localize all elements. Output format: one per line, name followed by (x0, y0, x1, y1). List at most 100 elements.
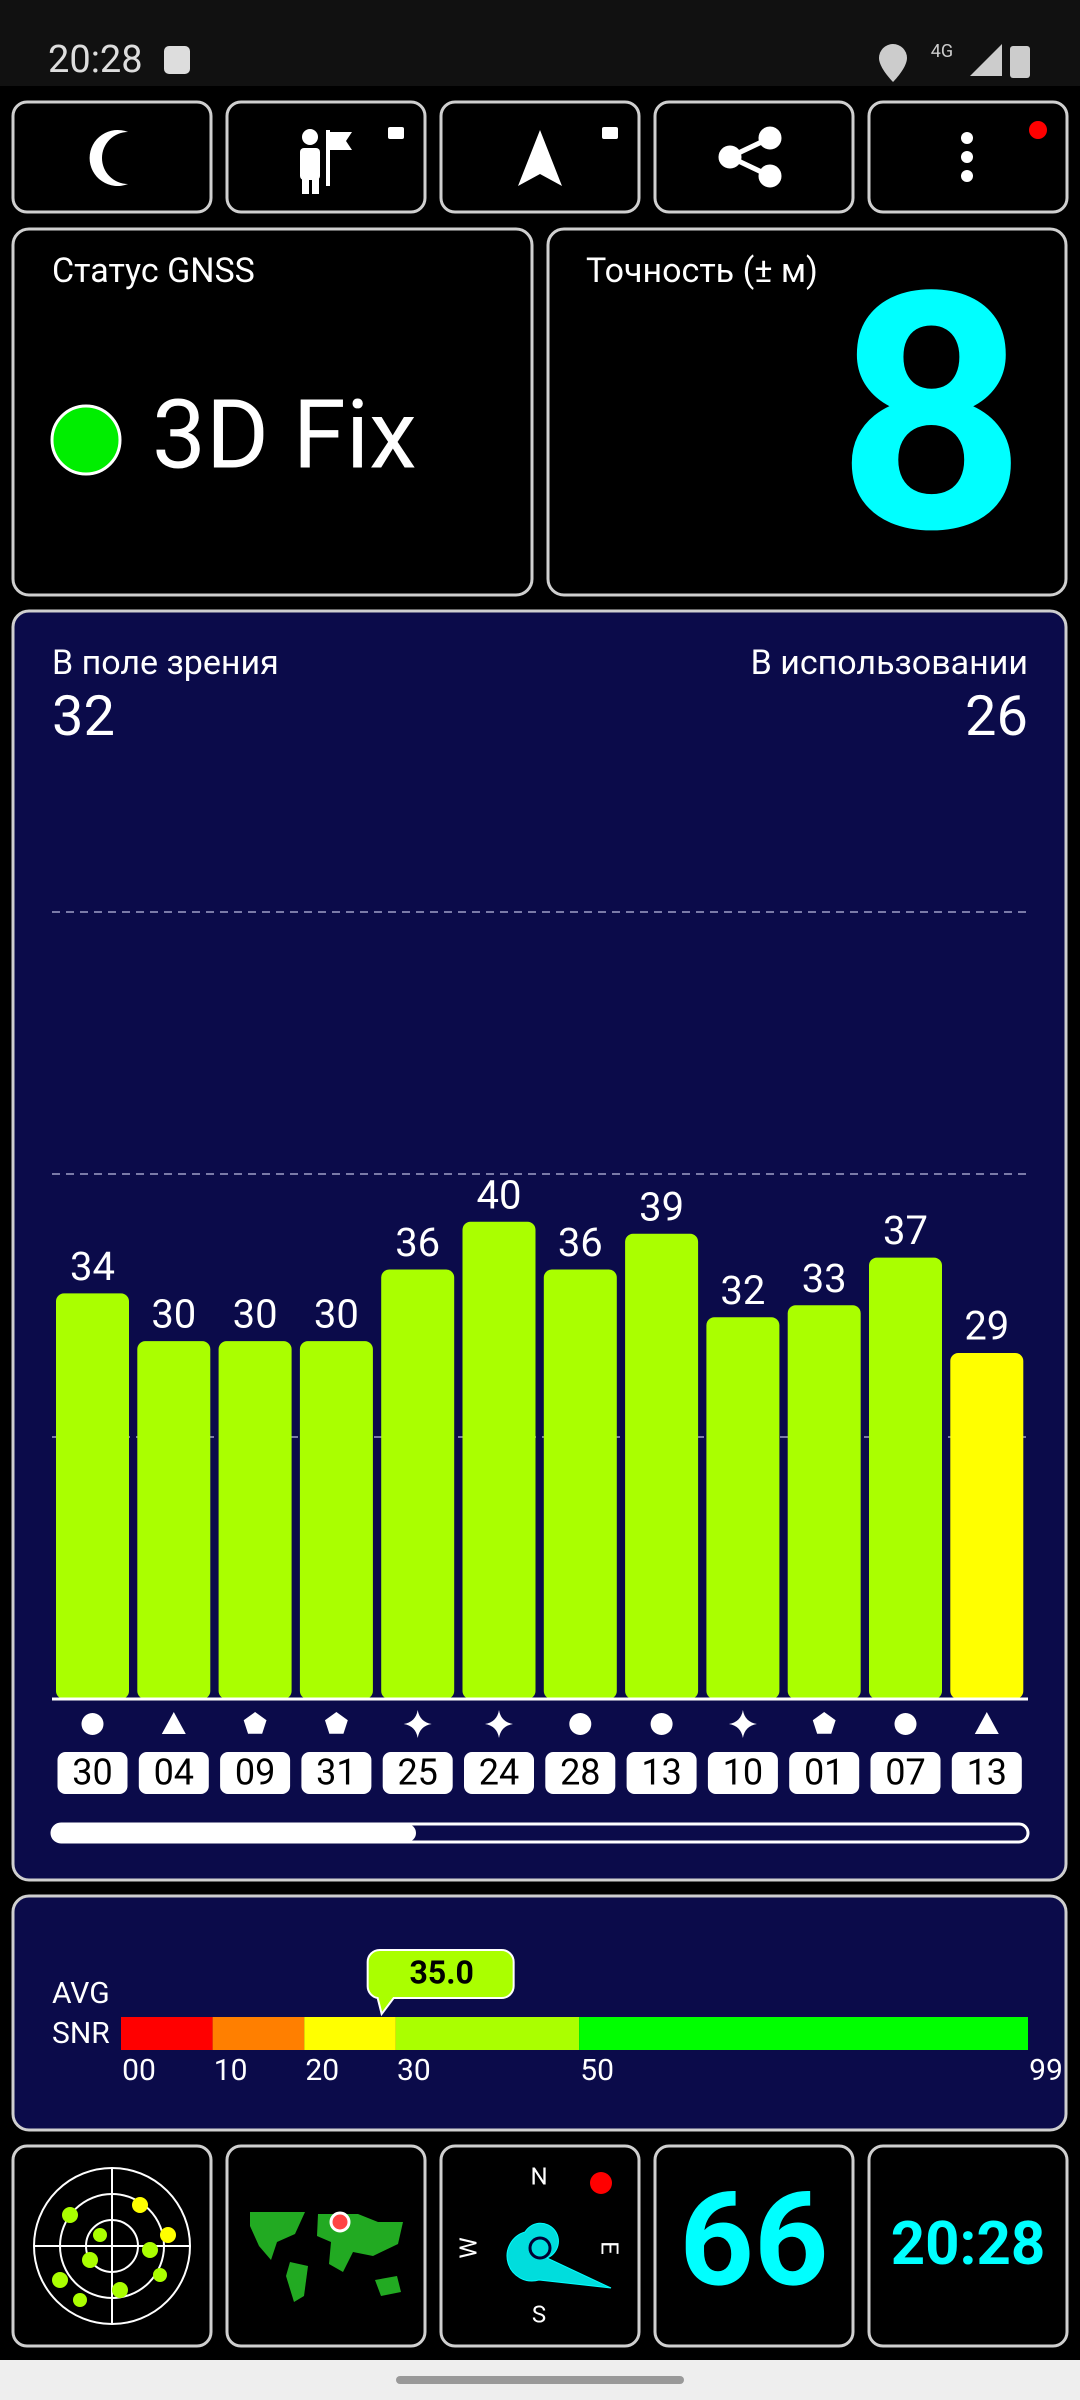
satellite-id: 30 (72, 1752, 112, 1794)
snr-value-label: 40 (477, 1171, 522, 1218)
snr-bar (787, 1305, 861, 1699)
fix-indicator (50, 404, 122, 476)
satellite-id: 07 (885, 1752, 925, 1794)
snr-value-label: 37 (883, 1207, 928, 1254)
accuracy-panel (546, 227, 1068, 597)
snr-value-label: 33 (802, 1255, 847, 1302)
snr-value-label: 34 (70, 1243, 115, 1290)
snr-bar (869, 1257, 942, 1699)
bars: 34 30 30 04 30 09 30 31 36 25 40 24 36 28 39 13 32 10 33 01… (56, 1171, 1024, 1794)
snr-tick-label: 30 (397, 2053, 431, 2088)
gnss-status-label: Статус GNSS (52, 251, 255, 291)
snr-bar (381, 1269, 455, 1699)
snr-scale-segment (579, 2017, 1028, 2050)
satellite-id-box (138, 1752, 209, 1794)
snr-bar (706, 1317, 780, 1699)
constellation-symbol (485, 1710, 513, 1738)
satellite-id: 10 (723, 1752, 763, 1794)
snr-scale-segment (121, 2017, 213, 2050)
satellite-id-box (545, 1752, 616, 1794)
satellite-id: 09 (235, 1752, 275, 1794)
share-button[interactable] (653, 100, 855, 214)
constellation-symbol (161, 1712, 186, 1734)
clock-widget[interactable] (867, 2144, 1069, 2348)
guide-icon (300, 127, 404, 194)
map-icon (250, 2211, 403, 2302)
satellite-id-box (951, 1752, 1022, 1794)
snr-bar (56, 1293, 129, 1699)
satellite-id-box (626, 1752, 697, 1794)
constellation-symbol (974, 1712, 999, 1734)
compass-west: W (454, 2237, 482, 2258)
snr-value-label: 32 (720, 1267, 765, 1314)
snr-bar (543, 1269, 617, 1699)
snr-value-label: 36 (395, 1219, 440, 1266)
snr-value-label: 30 (233, 1291, 278, 1338)
radar-icon (33, 2167, 191, 2325)
satellite-id-box (870, 1752, 941, 1794)
snr-bar (625, 1233, 699, 1699)
compass-north: N (530, 2162, 547, 2190)
constellation-symbol (324, 1712, 348, 1734)
compass-south: S (532, 2300, 546, 2328)
share-icon (718, 126, 782, 188)
snr-scale: 00 10 20 30 50 99 35.0 (121, 1949, 1063, 2088)
scroll-thumb[interactable] (52, 1824, 416, 1842)
speed-widget[interactable] (653, 2144, 855, 2348)
snr-value-label: 30 (314, 1291, 359, 1338)
status-time: 20:28 (48, 38, 143, 82)
satellite-id: 25 (397, 1752, 437, 1794)
satellite-id-box (301, 1752, 372, 1794)
snr-bar (299, 1341, 373, 1699)
snr-tick-label: 20 (305, 2053, 339, 2088)
speed-value: 66 (679, 2163, 828, 2316)
toolbar (11, 100, 1069, 214)
satellite-id-box (789, 1752, 860, 1794)
satellite-id-box (220, 1752, 291, 1794)
snr-scale-segment (395, 2017, 580, 2050)
snr-average-marker (366, 1949, 515, 2017)
constellation-symbol (650, 1713, 673, 1735)
satellite-id-box (57, 1752, 128, 1794)
accuracy-value: 8 (837, 221, 1026, 608)
gnss-status-value: 3D Fix (152, 379, 417, 491)
constellation-symbol (812, 1712, 836, 1734)
menu-icon (961, 132, 973, 182)
compass-center (528, 2236, 552, 2260)
snr-tick-label: 10 (214, 2053, 248, 2088)
satellite-id: 13 (641, 1752, 681, 1794)
in-view-label: В поле зрения (52, 643, 279, 683)
network-type: 4G (931, 41, 953, 62)
navigation-icon (518, 127, 618, 186)
satellite-id: 31 (316, 1752, 356, 1794)
constellation-symbol (894, 1713, 917, 1735)
snr-value-label: 36 (558, 1219, 603, 1266)
constellation-symbol (81, 1713, 104, 1735)
snr-label: SNR (52, 2016, 110, 2051)
snr-scale-segment (212, 2017, 305, 2050)
night-mode-button[interactable] (11, 100, 213, 214)
grid (52, 911, 1028, 1438)
status-icon (164, 46, 190, 74)
satellite-id-box (707, 1752, 778, 1794)
satellite-id: 01 (804, 1752, 844, 1794)
snr-average-value: 35.0 (409, 1953, 473, 1991)
constellation-symbol (403, 1710, 432, 1738)
satellite-id: 04 (154, 1752, 194, 1794)
moon-icon (89, 130, 128, 186)
home-indicator[interactable] (396, 2376, 684, 2384)
constellation-symbol (243, 1712, 267, 1734)
signal-icon (970, 44, 1002, 76)
accuracy-label: Точность (± м) (586, 251, 818, 291)
satellite-id: 24 (479, 1752, 519, 1794)
satellite-id: 28 (560, 1752, 600, 1794)
satellite-id-box (464, 1752, 534, 1794)
snr-scale-segment (304, 2017, 396, 2050)
map-widget[interactable] (225, 2144, 427, 2348)
in-view-value: 32 (52, 683, 115, 749)
snr-tick-label: 00 (122, 2053, 156, 2088)
constellation-symbol (728, 1710, 757, 1738)
snr-bar (137, 1341, 211, 1699)
